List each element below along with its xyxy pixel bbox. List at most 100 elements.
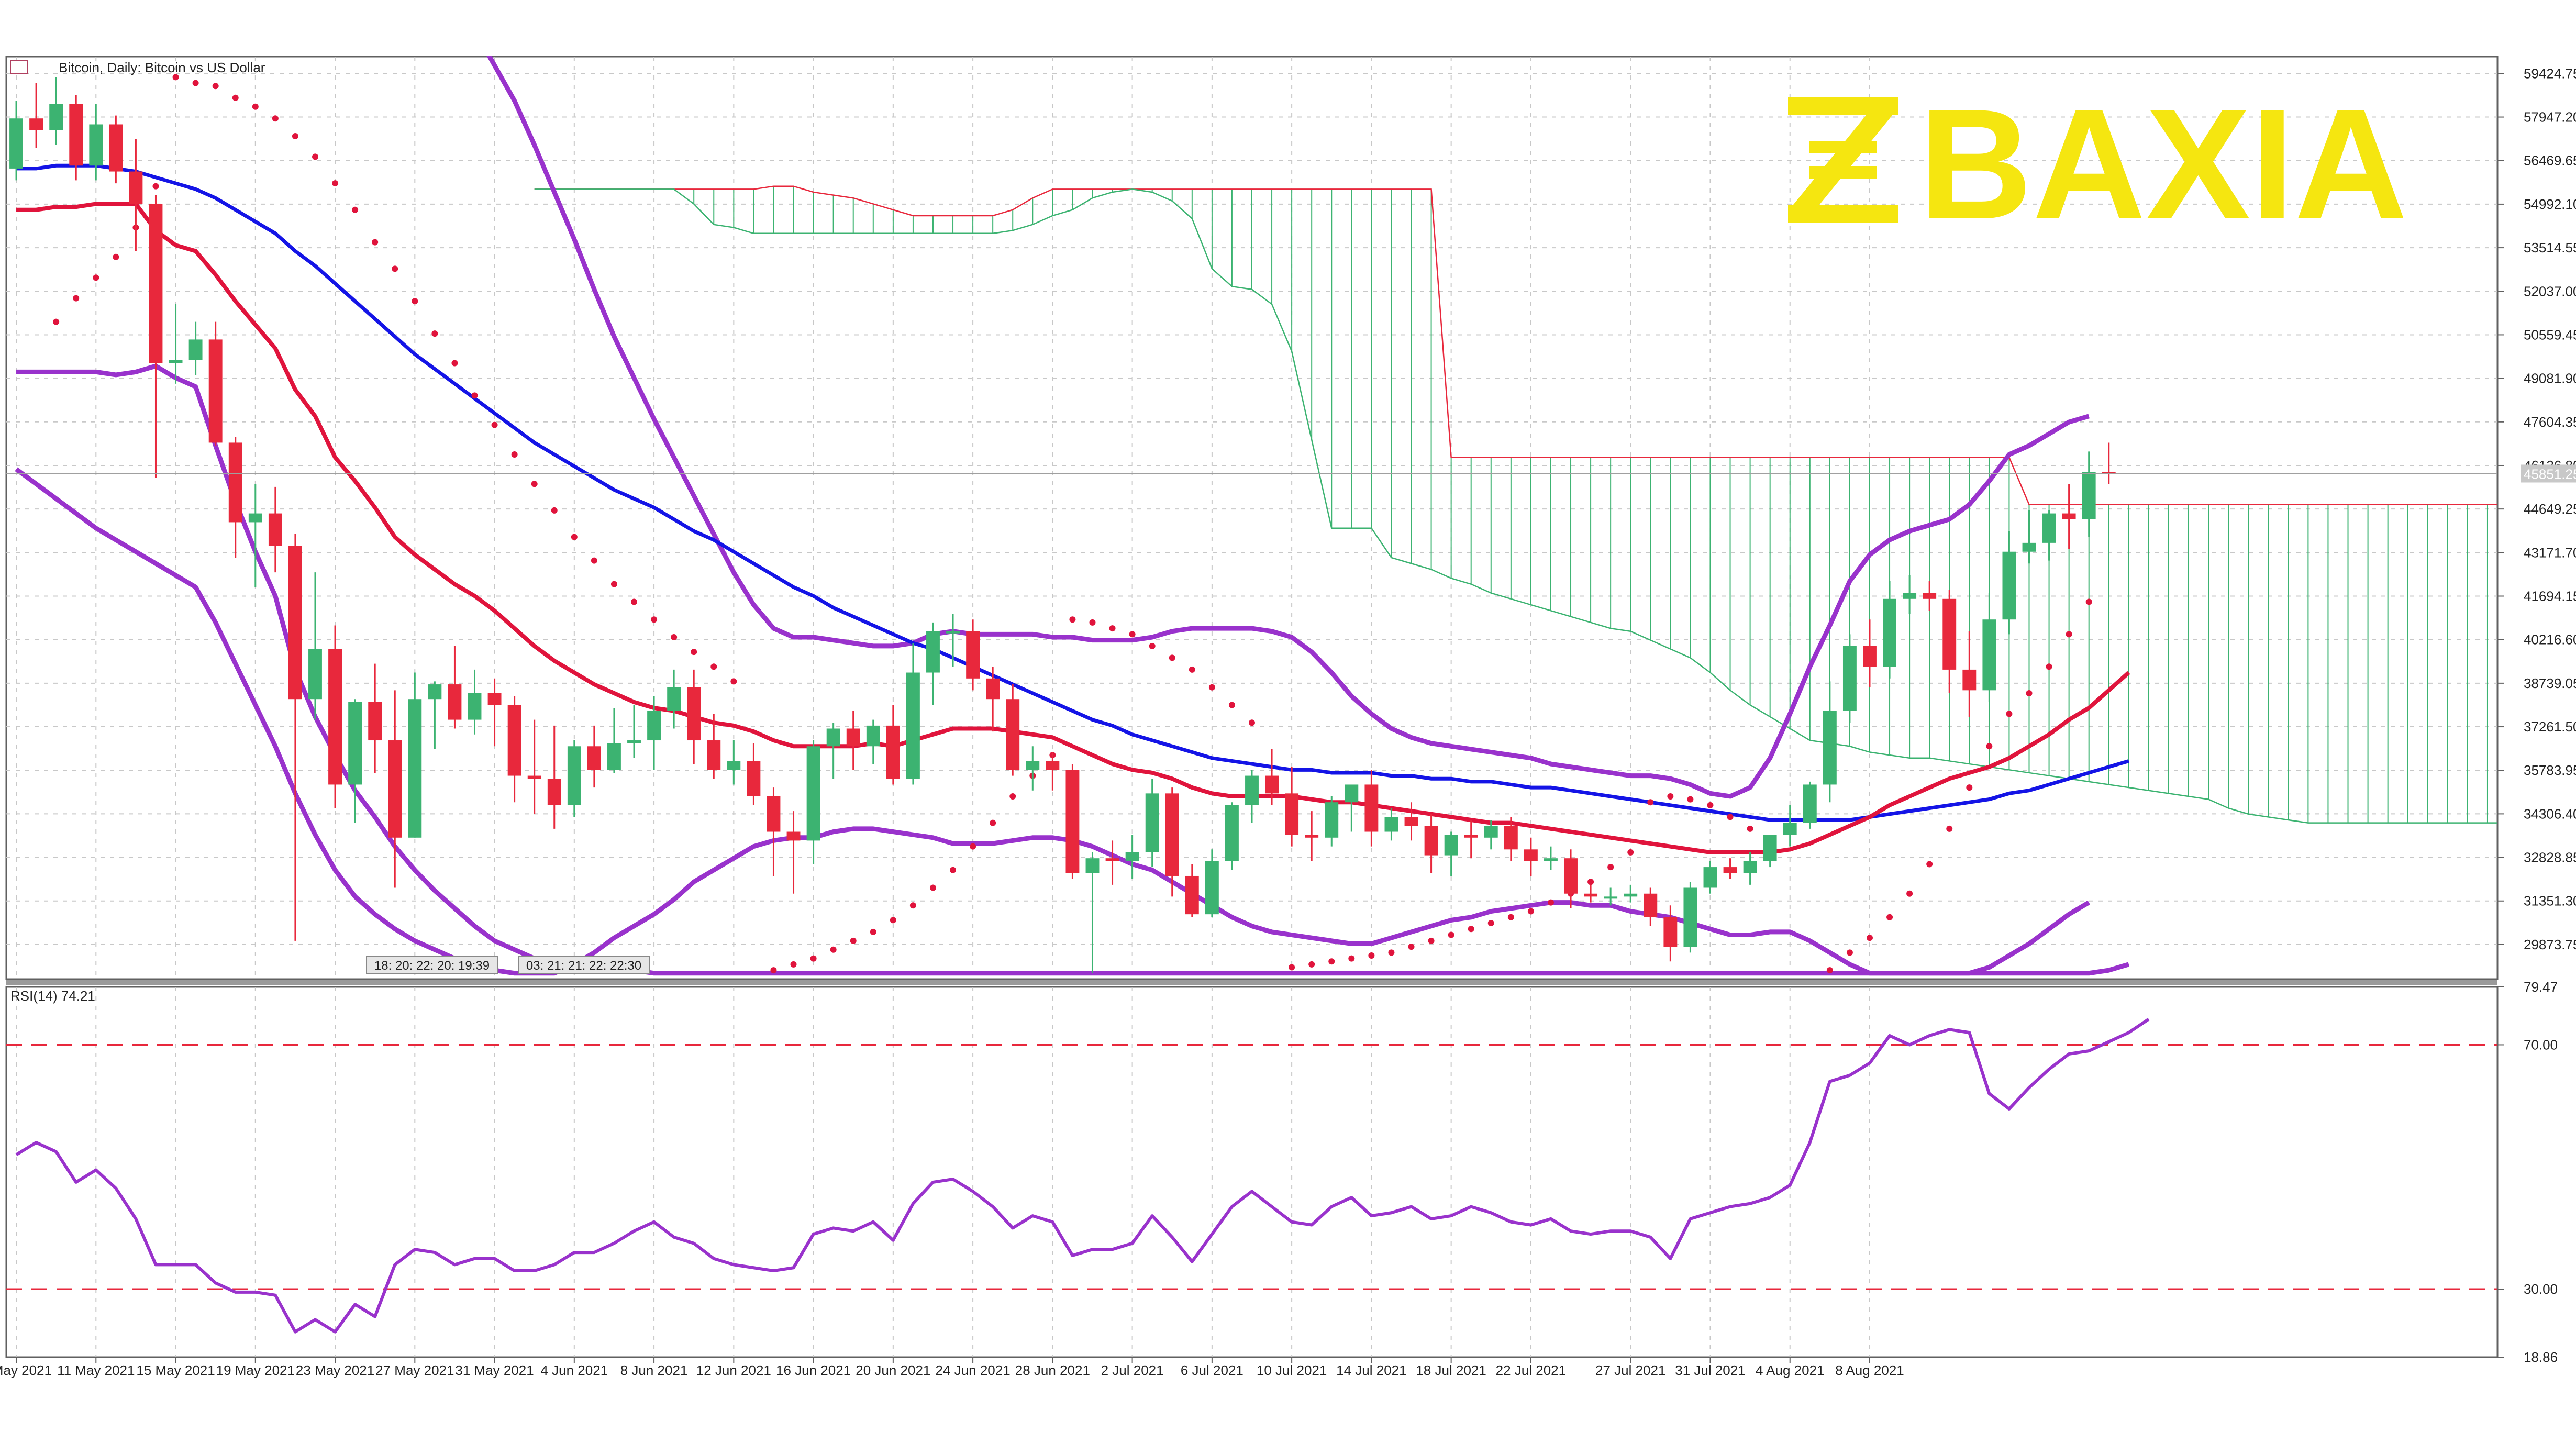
candle-body [288,546,302,700]
sar-dot [1189,666,1195,673]
ichimoku-span-a [534,185,2497,505]
candle-body [1942,598,1957,670]
sar-dot [1966,784,1973,791]
candle-body [786,831,801,841]
sar-dot [1547,899,1554,906]
sar-dot [352,206,359,213]
sar-dot [1647,799,1654,806]
sar-dot [929,884,936,891]
candle-body [1823,711,1837,785]
time-axis-label: 27 Jul 2021 [1595,1362,1665,1378]
time-axis-label: 15 May 2021 [136,1362,215,1378]
time-axis-label: 27 May 2021 [375,1362,454,1378]
sar-dot [1249,719,1255,726]
price-axis-label: 38739.05 [2524,675,2576,691]
candle-body [1723,867,1737,873]
sar-dot [950,867,957,873]
price-axis-label: 31351.30 [2524,893,2576,909]
candle-body [188,339,203,360]
candle-body [328,649,342,785]
sar-dot [113,253,119,260]
candle-body [2082,472,2096,519]
time-axis-label: 22 Jul 2021 [1496,1362,1566,1378]
candle-body [1883,598,1896,667]
candle-body [1842,646,1857,711]
candle-body [2062,513,2076,519]
candle-body [129,171,143,204]
price-axis-label: 56469.65 [2524,153,2576,169]
time-axis-label: 10 Jul 2021 [1257,1362,1327,1378]
price-axis-label: 54992.10 [2524,196,2576,212]
price-axis-label: 34306.40 [2524,806,2576,822]
candle-body [1624,893,1638,897]
candle-body [906,672,920,779]
time-axis-label: 2 Jul 2021 [1101,1362,1164,1378]
time-axis-label: 31 Jul 2021 [1675,1362,1745,1378]
candle-body [1564,858,1578,894]
time-axis-label: 16 Jun 2021 [776,1362,851,1378]
candle-body [1006,699,1020,770]
sar-dot [671,634,678,640]
candle-body [248,513,262,523]
candle-body [846,728,860,747]
sar-dot [312,153,318,160]
sar-dot [272,115,279,122]
price-axis-label: 47604.35 [2524,414,2576,430]
sar-dot [1906,890,1913,897]
candle-body [547,779,561,805]
candle-body [228,442,242,523]
candle-body [1982,619,1996,691]
time-box-label: 03: 21: 21: 22: 22:30 [526,959,641,973]
sar-dot [1328,958,1335,965]
price-axis-label: 49081.90 [2524,371,2576,386]
sar-dot [1507,914,1514,920]
candle-body [2022,542,2036,552]
time-axis-label: 4 Aug 2021 [1756,1362,1825,1378]
sar-dot [970,843,976,850]
time-axis-label: 18 Jul 2021 [1416,1362,1486,1378]
sar-dot [1228,702,1235,708]
candle-body [507,705,521,776]
candle-body [1026,761,1040,770]
sar-dot [471,392,478,399]
logo-mark-bar [1788,97,1898,115]
candle-body [1384,817,1398,832]
sar-dot [730,678,737,685]
candle-body [89,124,103,166]
price-axis-label: 40216.60 [2524,632,2576,648]
candle-body [687,687,701,741]
candle-body [587,746,601,770]
sar-dot [790,961,797,968]
sar-dot [651,616,658,623]
sar-dot [1368,952,1375,959]
price-axis-label: 35783.95 [2524,762,2576,778]
candle-body [109,124,123,172]
ichimoku-span-b [534,188,2497,824]
price-axis-label: 43171.70 [2524,545,2576,560]
sar-dot [870,928,876,935]
sar-dot [810,955,817,962]
sar-dot [511,451,518,458]
candle-body [149,204,163,363]
candle-body [1863,646,1877,667]
candle-body [966,631,980,679]
sar-dot [2066,631,2072,638]
sar-dot [392,265,398,272]
candle-body [647,711,661,741]
sar-dot [551,507,558,514]
price-axis-label: 57947.20 [2524,109,2576,125]
candle-body [667,687,681,711]
candle-body [1125,852,1139,861]
time-axis-label: 4 Jun 2021 [540,1362,608,1378]
candle-body [49,104,63,130]
candle-body [627,740,641,743]
candle-body [1584,893,1598,897]
time-axis-label: 31 May 2021 [455,1362,534,1378]
sar-dot [1747,825,1753,832]
sar-dot [830,946,837,953]
time-axis-label: 8 Jun 2021 [620,1362,688,1378]
sar-dot [691,649,697,656]
candle-body [1225,805,1239,861]
sar-dot [451,360,458,367]
sar-dot [2085,598,2092,605]
